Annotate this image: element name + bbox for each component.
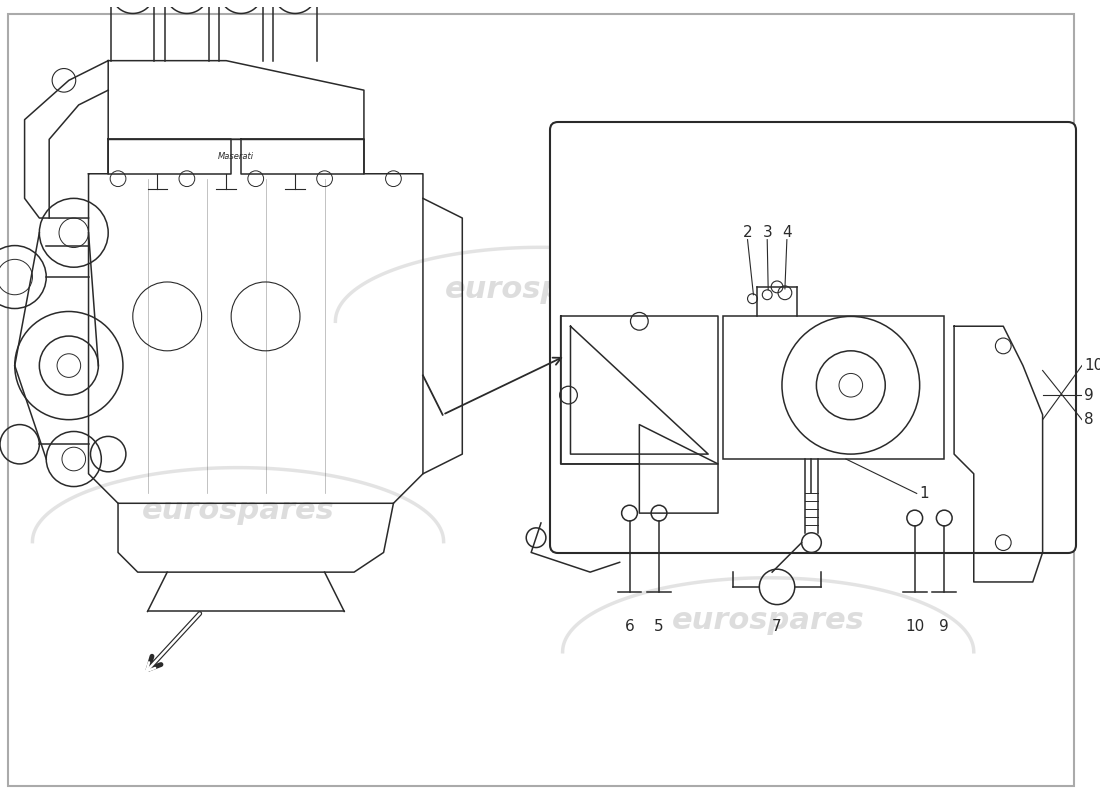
Text: 4: 4 bbox=[782, 226, 792, 240]
Text: 3: 3 bbox=[762, 226, 772, 240]
Text: eurospares: eurospares bbox=[444, 275, 637, 304]
Text: Maserati: Maserati bbox=[218, 151, 254, 161]
Text: 10: 10 bbox=[1084, 358, 1100, 373]
Text: 9: 9 bbox=[939, 618, 949, 634]
Text: 6: 6 bbox=[625, 618, 635, 634]
Text: 7: 7 bbox=[772, 618, 782, 634]
Text: 5: 5 bbox=[654, 618, 663, 634]
Text: eurospares: eurospares bbox=[672, 606, 865, 635]
Text: 1: 1 bbox=[920, 486, 929, 501]
Text: 8: 8 bbox=[1084, 412, 1093, 427]
Text: eurospares: eurospares bbox=[142, 496, 334, 525]
Text: 2: 2 bbox=[742, 226, 752, 240]
Text: 9: 9 bbox=[1084, 387, 1093, 402]
FancyBboxPatch shape bbox=[550, 122, 1076, 553]
Text: 10: 10 bbox=[905, 618, 924, 634]
